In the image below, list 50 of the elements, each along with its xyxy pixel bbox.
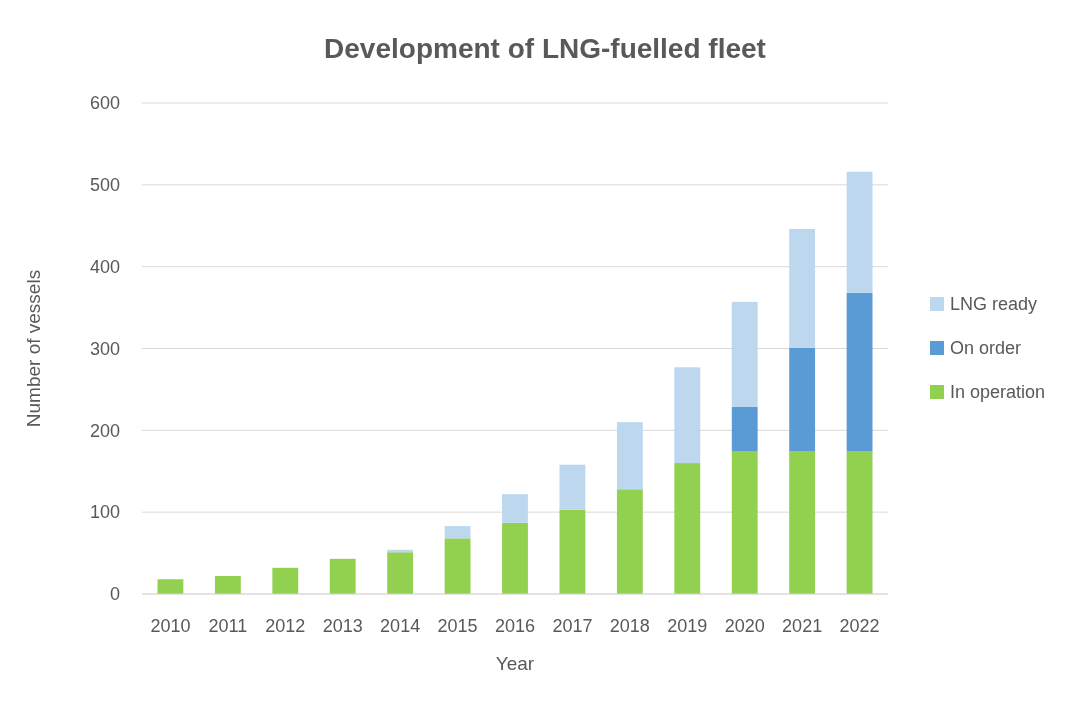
bar xyxy=(674,463,701,594)
bar xyxy=(731,301,758,407)
bar xyxy=(329,558,356,594)
bar xyxy=(731,406,758,452)
x-tick-label: 2018 xyxy=(609,616,650,636)
bar xyxy=(272,567,299,594)
x-tick-label: 2017 xyxy=(552,616,593,636)
x-tick-label: 2015 xyxy=(437,616,478,636)
bar xyxy=(731,451,758,594)
y-tick-label: 200 xyxy=(89,420,120,441)
legend-label: On order xyxy=(950,338,1022,359)
bar xyxy=(674,367,701,464)
x-tick-label: 2014 xyxy=(380,616,421,636)
bar xyxy=(789,347,816,452)
bar xyxy=(616,422,643,490)
bar xyxy=(846,171,873,293)
x-tick-label: 2016 xyxy=(494,616,536,636)
y-tick-label: 600 xyxy=(89,93,120,114)
y-tick-label: 0 xyxy=(109,584,120,605)
bar xyxy=(387,552,414,594)
x-tick-label: 2020 xyxy=(724,616,765,636)
bar xyxy=(559,464,586,510)
bar xyxy=(157,579,184,594)
bar xyxy=(846,292,873,452)
x-tick-label: 2013 xyxy=(322,616,363,636)
legend-label: LNG ready xyxy=(950,294,1038,315)
y-tick-label: 100 xyxy=(89,502,120,523)
bar xyxy=(616,489,643,594)
x-tick-label: 2012 xyxy=(265,616,306,636)
bar xyxy=(559,509,586,594)
bar xyxy=(502,522,528,594)
bar xyxy=(214,576,241,594)
x-tick-label: 2019 xyxy=(667,616,708,636)
bar xyxy=(789,451,816,594)
bar xyxy=(846,451,873,594)
bar xyxy=(444,538,471,594)
bar xyxy=(789,229,816,348)
y-axis-title: Number of vessels xyxy=(23,269,44,428)
y-tick-label: 400 xyxy=(89,256,120,277)
bar xyxy=(444,526,471,539)
x-axis-title: Year xyxy=(495,653,535,674)
x-tick-label: 2011 xyxy=(208,616,248,636)
y-tick-label: 500 xyxy=(89,175,120,196)
x-tick-label: 2022 xyxy=(839,616,880,636)
x-tick-label: 2021 xyxy=(782,616,823,636)
bar xyxy=(502,494,528,523)
chart-title: Development of LNG-fuelled fleet xyxy=(324,33,766,64)
x-tick-label: 2010 xyxy=(150,616,191,636)
y-tick-label: 300 xyxy=(89,338,120,359)
legend-label: In operation xyxy=(950,382,1046,403)
